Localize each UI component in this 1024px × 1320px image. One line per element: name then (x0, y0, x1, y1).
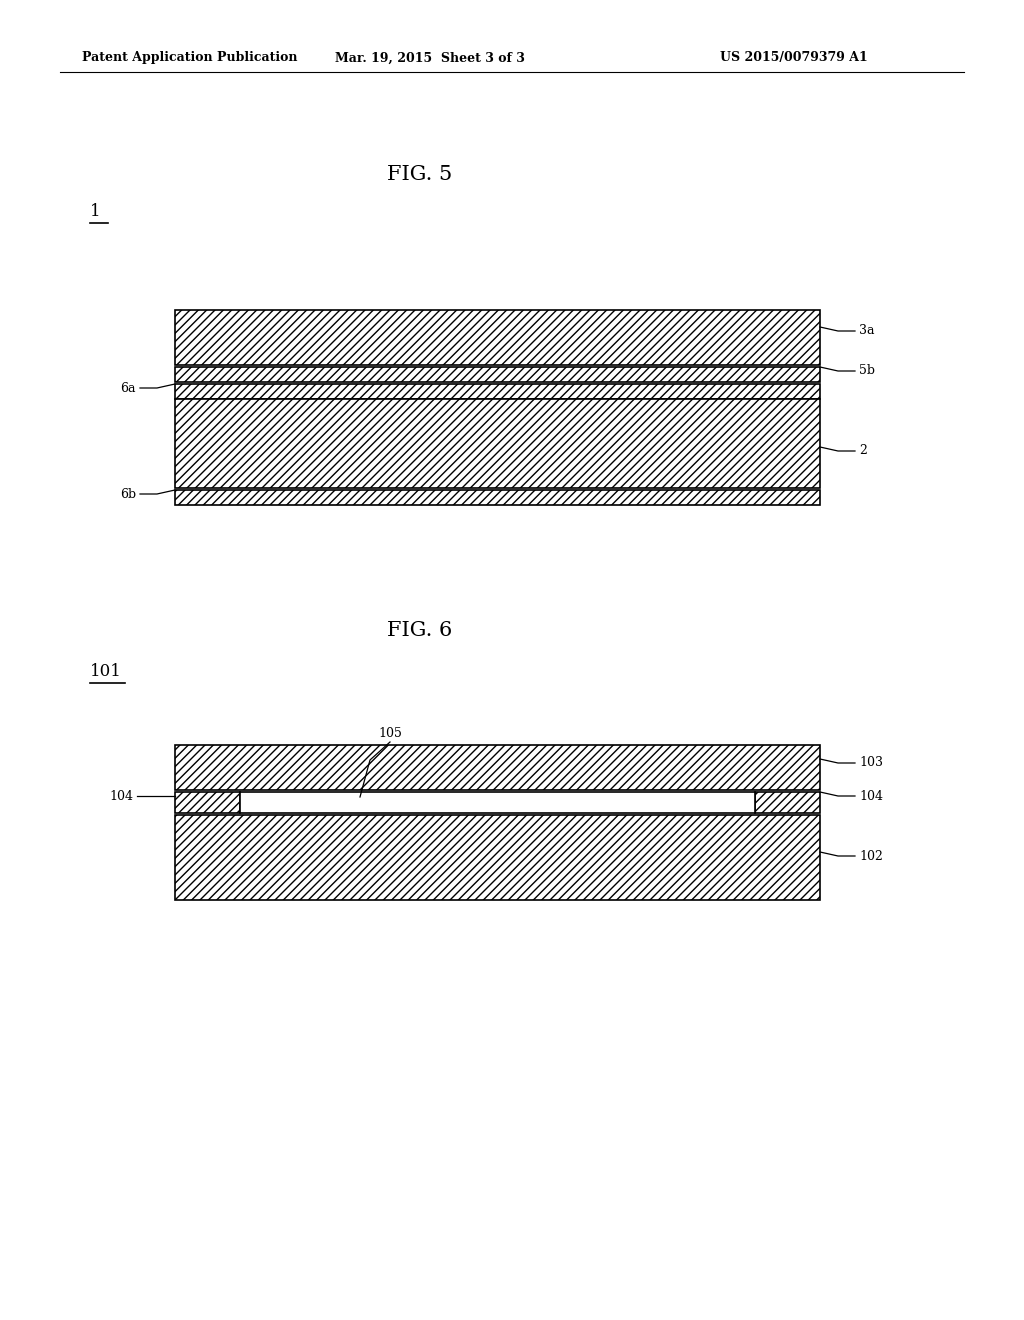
Bar (175, 814, 820, 900)
Text: 1: 1 (90, 203, 100, 220)
Text: FIG. 6: FIG. 6 (387, 620, 453, 639)
Text: US 2015/0079379 A1: US 2015/0079379 A1 (720, 51, 867, 65)
Text: 5b: 5b (859, 364, 874, 378)
Text: 2: 2 (859, 445, 867, 458)
Bar (175, 744, 820, 789)
Bar (175, 744, 820, 789)
Bar (175, 384, 820, 399)
Text: 102: 102 (859, 850, 883, 862)
Text: 105: 105 (378, 727, 402, 741)
Bar (175, 367, 820, 381)
Bar (240, 792, 755, 813)
Bar (175, 792, 240, 813)
Bar (175, 384, 820, 399)
Bar (175, 367, 820, 381)
Text: 3a: 3a (859, 325, 874, 338)
Bar (175, 490, 820, 506)
Text: 6b: 6b (120, 487, 136, 500)
Bar (755, 792, 820, 813)
Text: 103: 103 (859, 756, 883, 770)
Bar (175, 792, 240, 813)
Text: Mar. 19, 2015  Sheet 3 of 3: Mar. 19, 2015 Sheet 3 of 3 (335, 51, 525, 65)
Bar (755, 792, 820, 813)
Text: 104: 104 (859, 789, 883, 803)
Bar (175, 490, 820, 506)
Text: FIG. 5: FIG. 5 (387, 165, 453, 185)
Text: 6a: 6a (121, 381, 136, 395)
Text: 101: 101 (90, 663, 122, 680)
Text: 104: 104 (109, 789, 133, 803)
Bar (175, 310, 820, 366)
Text: Patent Application Publication: Patent Application Publication (82, 51, 298, 65)
Bar (175, 399, 820, 488)
Bar (175, 814, 820, 900)
Bar (175, 399, 820, 488)
Bar (175, 310, 820, 366)
